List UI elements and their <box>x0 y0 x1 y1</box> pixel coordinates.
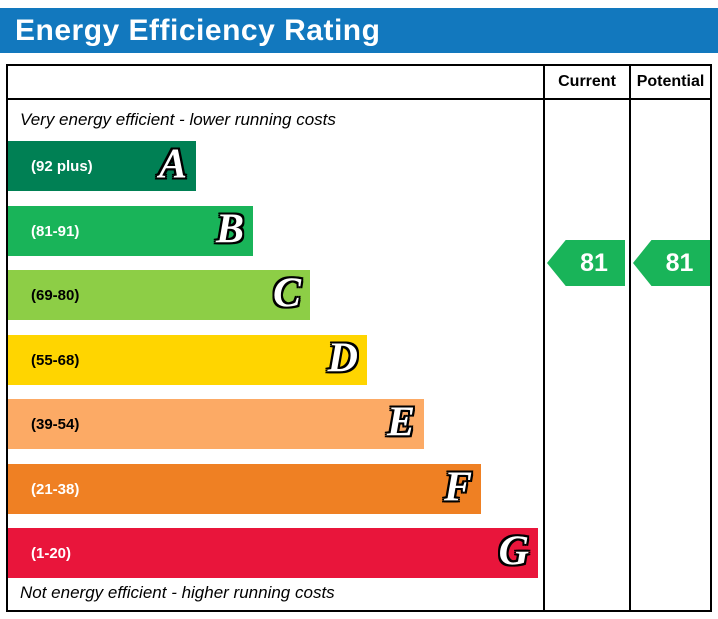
band-range-label: (92 plus) <box>31 157 93 175</box>
band-range-label: (1-20) <box>31 544 72 562</box>
band-letter: A <box>158 141 187 188</box>
bottom-caption: Not energy efficient - higher running co… <box>20 583 335 602</box>
band-G: (1-20) G <box>8 528 538 578</box>
current-rating-value: 81 <box>580 248 608 277</box>
band-B: (81-91) B <box>8 206 253 256</box>
current-rating-arrow: 81 <box>547 240 625 286</box>
band-range-label: (39-54) <box>31 415 80 433</box>
title-bar: Energy Efficiency Rating <box>0 8 718 53</box>
band-letter: G <box>498 528 529 575</box>
band-E: (39-54) E <box>8 399 424 449</box>
potential-rating-value: 81 <box>665 248 694 277</box>
energy-efficiency-chart: Current Potential Very energy efficient … <box>6 64 712 612</box>
band-range-label: (81-91) <box>31 222 80 240</box>
band-C: (69-80) C <box>8 270 310 320</box>
band-letter: F <box>443 464 472 511</box>
current-column-divider <box>543 66 545 610</box>
band-range-label: (55-68) <box>31 351 80 369</box>
band-range-label: (69-80) <box>31 286 80 304</box>
top-caption: Very energy efficient - lower running co… <box>20 110 336 129</box>
band-D: (55-68) D <box>8 335 367 385</box>
band-A: (92 plus) A <box>8 141 196 191</box>
potential-rating-arrow: 81 <box>633 240 710 286</box>
band-range-label: (21-38) <box>31 480 80 498</box>
band-letter: E <box>386 399 415 446</box>
header-divider <box>8 98 710 100</box>
column-header-current: Current <box>558 73 616 90</box>
band-letter: D <box>327 335 358 382</box>
band-letter: C <box>272 270 301 317</box>
band-F: (21-38) F <box>8 464 481 514</box>
potential-column-divider <box>629 66 631 610</box>
column-header-potential: Potential <box>636 73 705 90</box>
page-title: Energy Efficiency Rating <box>15 13 381 47</box>
band-letter: B <box>215 206 244 253</box>
